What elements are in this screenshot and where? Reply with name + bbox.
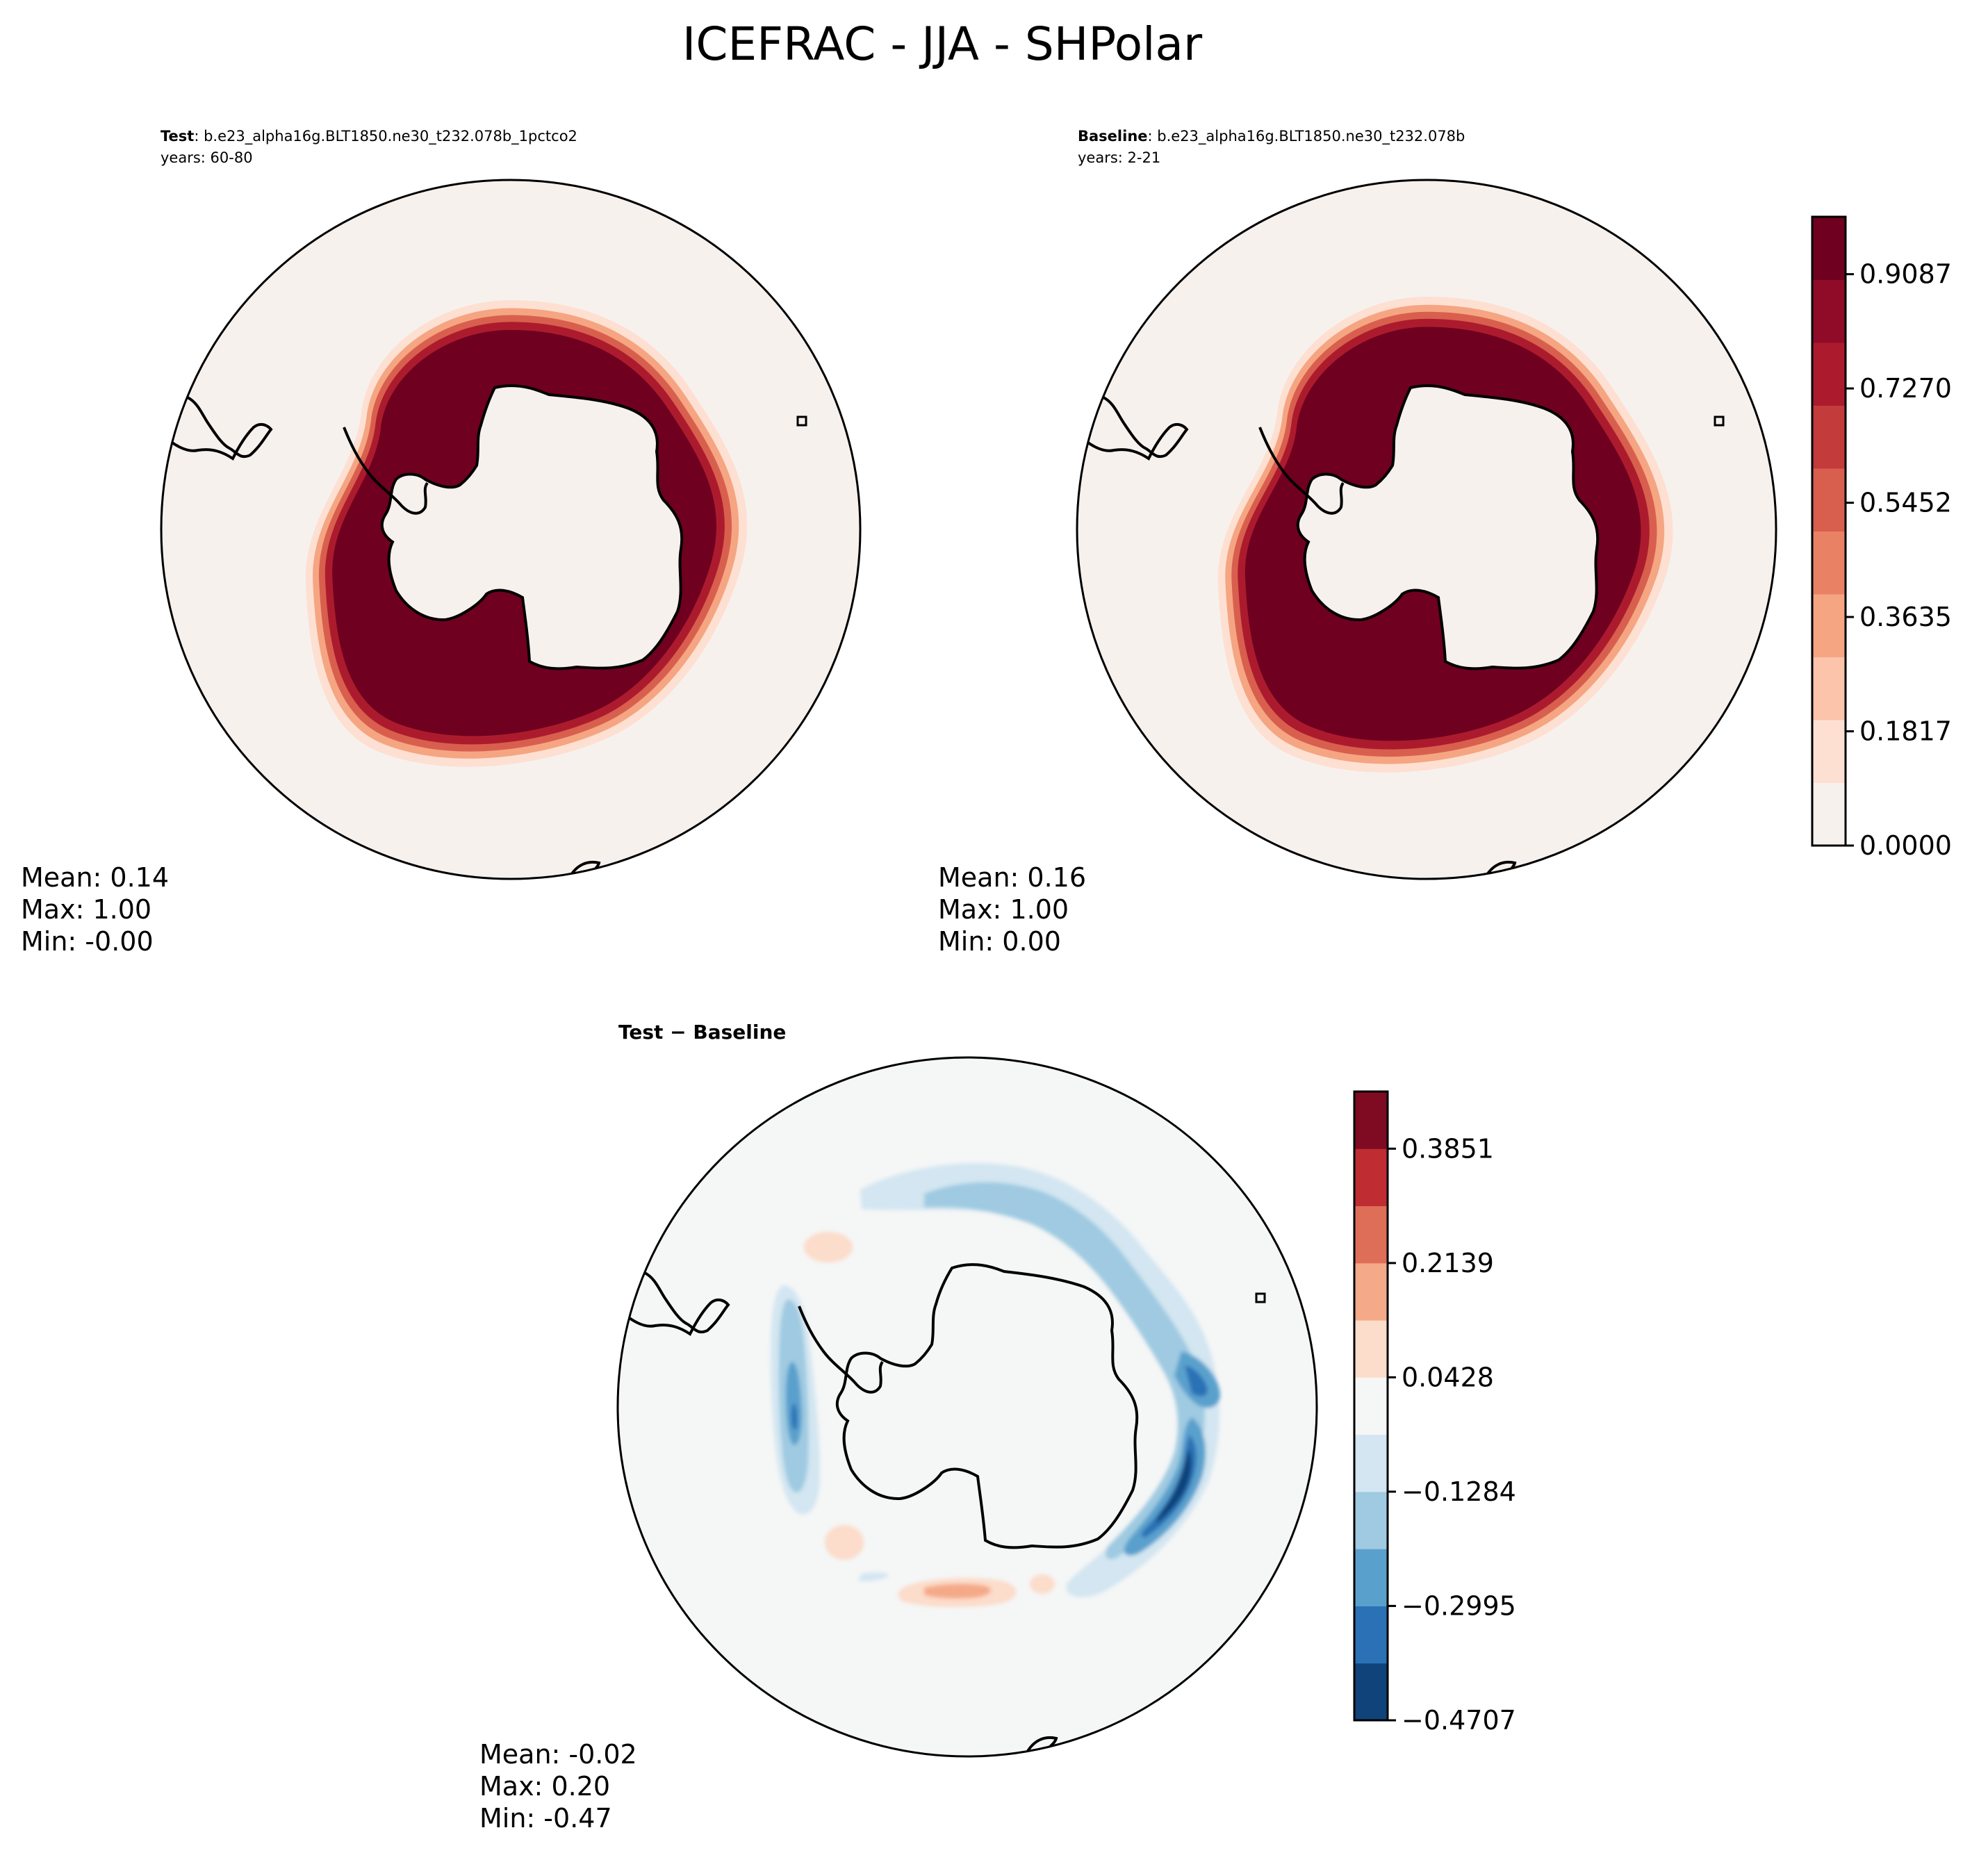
island-baseline [1714,415,1725,427]
colorbar-shared-band [1812,782,1846,846]
colorbar-shared-tick-label: 0.0000 [1859,830,1952,861]
colorbar-shared: 0.0000 0.1817 0.3635 0.5452 0.7270 0.9087 [1811,215,1952,861]
colorbar-diff-band [1354,1148,1388,1207]
colorbar-diff-tick-label: −0.1284 [1402,1476,1516,1507]
colorbar-diff-tick-label: 0.2139 [1402,1248,1494,1278]
map-test [161,180,860,879]
colorbar-shared-band [1812,405,1846,469]
panel-baseline-title-rest: : b.e23_alpha16g.BLT1850.ne30_t232.078b [1148,128,1465,145]
island-test [796,415,807,427]
antarctic-peninsula-test [343,427,429,515]
panel-diff: Test − Baseline [479,1021,1318,1834]
stat-baseline-max: Max: 1.00 [938,894,1069,925]
colorbar-diff-band [1354,1434,1388,1492]
colorbar-diff-band [1354,1205,1388,1264]
stat-test-min: Min: -0.00 [21,926,154,957]
colorbar-shared-outline [1811,215,1847,847]
panel-test: Test: b.e23_alpha16g.BLT1850.ne30_t232.0… [21,128,862,957]
antarctic-peninsula-diff [798,1306,884,1394]
stat-diff-max: Max: 0.20 [479,1771,610,1802]
colorbar-shared-band [1812,343,1846,406]
panel-baseline-title-bold: Baseline [1078,128,1148,145]
colorbar-diff-tick-label: 0.0428 [1402,1362,1494,1392]
panel-test-title-bold: Test [161,128,194,145]
stat-diff-min: Min: -0.47 [479,1803,612,1834]
map-diff [618,1057,1317,1756]
stat-test-mean: Mean: 0.14 [21,862,169,893]
south-america-test [161,395,273,461]
colorbar-diff-band [1354,1092,1388,1149]
antarctica-coastline-test [380,384,684,670]
colorbar-diff-outline [1353,1090,1389,1722]
stat-diff-mean: Mean: -0.02 [479,1739,637,1770]
figure-title: ICEFRAC - JJA - SHPolar [682,17,1203,71]
colorbar-shared-band [1812,531,1846,595]
colorbar-diff-band [1354,1663,1388,1721]
colorbar-shared-band [1812,594,1846,657]
colorbar-shared-tick-label: 0.9087 [1859,259,1952,290]
antarctic-peninsula-baseline [1258,427,1345,515]
panel-baseline-years: years: 2-21 [1078,149,1160,166]
stat-baseline-min: Min: 0.00 [938,926,1061,957]
south-america-diff [618,1271,730,1336]
colorbar-diff-band [1354,1377,1388,1435]
colorbar-diff-band [1354,1606,1388,1664]
colorbar-shared-band [1812,279,1846,343]
colorbar-shared-band [1812,657,1846,720]
stat-test-max: Max: 1.00 [21,894,151,925]
antarctica-coastline-baseline [1296,384,1600,670]
island-diff [1255,1292,1266,1303]
colorbar-diff-band [1354,1320,1388,1378]
map-diff-boundary [616,1056,1318,1758]
stat-baseline-mean: Mean: 0.16 [938,862,1086,893]
antarctica-coastline-diff [835,1263,1139,1549]
colorbar-diff-tick-label: −0.4707 [1402,1705,1516,1736]
colorbar-shared-band [1812,217,1846,280]
colorbar-diff-band [1354,1491,1388,1549]
colorbar-diff: −0.4707 −0.2995 −0.1284 0.0428 0.2139 0.3851 [1353,1090,1516,1736]
panel-test-title: Test: b.e23_alpha16g.BLT1850.ne30_t232.0… [161,128,577,145]
colorbar-shared-tick-label: 0.1817 [1859,716,1952,747]
colorbar-shared-band [1812,468,1846,532]
map-test-boundary [160,179,862,880]
colorbar-diff-tick-label: 0.3851 [1402,1133,1494,1164]
colorbar-shared-tick-label: 0.3635 [1859,602,1952,632]
south-america-baseline [1077,395,1189,461]
panel-baseline-title: Baseline: b.e23_alpha16g.BLT1850.ne30_t2… [1078,128,1465,145]
panel-test-title-rest: : b.e23_alpha16g.BLT1850.ne30_t232.078b_… [194,128,577,145]
colorbar-shared-tick-label: 0.5452 [1859,488,1952,518]
colorbar-shared-tick-label: 0.7270 [1859,373,1952,404]
colorbar-diff-band [1354,1549,1388,1606]
panel-diff-title: Test − Baseline [618,1021,786,1044]
colorbar-shared-band [1812,720,1846,783]
panel-baseline: Baseline: b.e23_alpha16g.BLT1850.ne30_t2… [938,128,1777,957]
colorbar-diff-tick-label: −0.2995 [1402,1590,1516,1621]
panel-test-years: years: 60-80 [161,149,253,166]
difference-field [771,1163,1220,1607]
map-baseline [1077,180,1776,879]
map-baseline-boundary [1076,179,1777,880]
colorbar-diff-band [1354,1262,1388,1321]
